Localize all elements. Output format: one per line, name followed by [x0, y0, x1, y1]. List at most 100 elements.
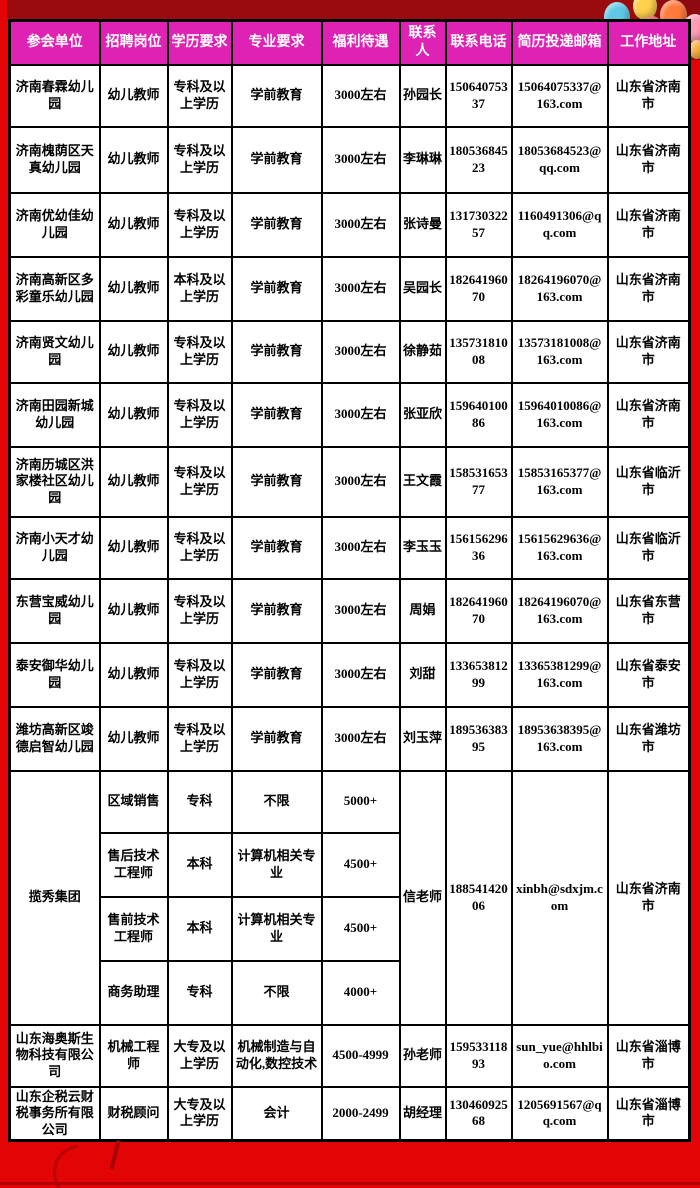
col-header-salary: 福利待遇: [320, 19, 401, 66]
cell-degree: 本科: [166, 831, 233, 898]
cell-salary: 3000左右: [320, 319, 401, 384]
cell-degree: 专科及以上学历: [166, 381, 233, 448]
table-row: 山东海奥斯生物科技有限公司 机械工程师 大专及以上学历 机械制造与自动化,数控技…: [8, 1023, 691, 1088]
col-header-address: 工作地址: [606, 19, 691, 66]
cell-degree: 专科及以上学历: [166, 191, 233, 258]
table-row-group: 揽秀集团 区域销售 专科 不限 5000+ 信老师 18854142006 xi…: [8, 769, 691, 1026]
cell-phone: 18854142006: [444, 769, 513, 1026]
cell-major: 学前教育: [230, 255, 323, 322]
col-header-unit: 参会单位: [8, 19, 101, 66]
cell-contact: 信老师: [398, 769, 447, 1026]
cell-degree: 专科: [166, 769, 233, 834]
cell-address: 山东省东营市: [606, 577, 691, 644]
cell-major: 学前教育: [230, 515, 323, 580]
cell-email: 15964010086@163.com: [510, 381, 609, 448]
cell-salary: 3000左右: [320, 63, 401, 128]
cell-contact: 吴园长: [398, 255, 447, 322]
cell-salary: 3000左右: [320, 641, 401, 708]
table-row: 东营宝威幼儿园 幼儿教师 专科及以上学历 学前教育 3000左右 周娟 1826…: [8, 577, 691, 644]
col-header-position: 招聘岗位: [98, 19, 169, 66]
cell-position: 商务助理: [98, 959, 169, 1026]
cell-salary: 3000左右: [320, 705, 401, 772]
cell-major: 学前教育: [230, 63, 323, 128]
cell-salary: 3000左右: [320, 381, 401, 448]
cell-salary: 2000-2499: [320, 1085, 401, 1142]
table-row: 山东企税云财税事务所有限公司 财税顾问 大专及以上学历 会计 2000-2499…: [8, 1085, 691, 1142]
cell-contact: 张诗曼: [398, 191, 447, 258]
cell-position: 幼儿教师: [98, 381, 169, 448]
cell-major: 学前教育: [230, 125, 323, 194]
cell-position: 幼儿教师: [98, 641, 169, 708]
table-row: 济南优幼佳幼儿园 幼儿教师 专科及以上学历 学前教育 3000左右 张诗曼 13…: [8, 191, 691, 258]
cell-unit: 济南田园新城幼儿园: [8, 381, 101, 448]
cell-salary: 5000+: [320, 769, 401, 834]
cell-contact: 王文霞: [398, 445, 447, 518]
cell-major: 学前教育: [230, 381, 323, 448]
cell-contact: 周娟: [398, 577, 447, 644]
cell-degree: 专科及以上学历: [166, 445, 233, 518]
cell-degree: 专科及以上学历: [166, 125, 233, 194]
cell-degree: 专科及以上学历: [166, 63, 233, 128]
cell-email: 15615629636@163.com: [510, 515, 609, 580]
cell-salary: 3000左右: [320, 577, 401, 644]
cell-email: 15064075337@163.com: [510, 63, 609, 128]
cell-degree: 专科及以上学历: [166, 705, 233, 772]
cell-degree: 专科及以上学历: [166, 319, 233, 384]
cell-email: 15853165377@163.com: [510, 445, 609, 518]
cell-major: 不限: [230, 959, 323, 1026]
cell-position: 幼儿教师: [98, 125, 169, 194]
cell-address: 山东省济南市: [606, 125, 691, 194]
cell-major: 学前教育: [230, 577, 323, 644]
cell-salary: 4500+: [320, 831, 401, 898]
cell-contact: 刘玉萍: [398, 705, 447, 772]
cell-email: sun_yue@hhlbio.com: [510, 1023, 609, 1088]
table-row: 济南高新区多彩童乐幼儿园 幼儿教师 本科及以上学历 学前教育 3000左右 吴园…: [8, 255, 691, 322]
cell-major: 计算机相关专业: [230, 895, 323, 962]
cell-contact: 胡经理: [398, 1085, 447, 1142]
cell-position: 幼儿教师: [98, 63, 169, 128]
col-header-phone: 联系电话: [444, 19, 513, 66]
cell-position: 幼儿教师: [98, 319, 169, 384]
cell-salary: 3000左右: [320, 191, 401, 258]
cell-address: 山东省淄博市: [606, 1085, 691, 1142]
cell-address: 山东省临沂市: [606, 445, 691, 518]
cell-major: 不限: [230, 769, 323, 834]
cell-phone: 15615629636: [444, 515, 513, 580]
cell-phone: 13173032257: [444, 191, 513, 258]
cell-contact: 张亚欣: [398, 381, 447, 448]
cell-salary: 3000左右: [320, 255, 401, 322]
cell-unit: 济南小天才幼儿园: [8, 515, 101, 580]
cell-contact: 孙老师: [398, 1023, 447, 1088]
cell-email: 18953638395@163.com: [510, 705, 609, 772]
cell-salary: 3000左右: [320, 125, 401, 194]
cell-address: 山东省济南市: [606, 381, 691, 448]
cell-major: 机械制造与自动化,数控技术: [230, 1023, 323, 1088]
balloon-icon: [633, 0, 657, 20]
cell-salary: 4500-4999: [320, 1023, 401, 1088]
bottom-divider-line: [0, 1182, 700, 1185]
cell-email: 1160491306@qq.com: [510, 191, 609, 258]
cell-email: 18264196070@163.com: [510, 255, 609, 322]
table-row: 济南槐荫区天真幼儿园 幼儿教师 专科及以上学历 学前教育 3000左右 李琳琳 …: [8, 125, 691, 194]
cell-degree: 专科及以上学历: [166, 515, 233, 580]
cell-email: 13365381299@163.com: [510, 641, 609, 708]
cell-major: 学前教育: [230, 191, 323, 258]
cell-degree: 专科及以上学历: [166, 641, 233, 708]
cell-salary: 3000左右: [320, 515, 401, 580]
cell-unit: 济南历城区洪家楼社区幼儿园: [8, 445, 101, 518]
cell-salary: 3000左右: [320, 445, 401, 518]
cell-address: 山东省泰安市: [606, 641, 691, 708]
cell-email: 1205691567@qq.com: [510, 1085, 609, 1142]
cell-phone: 18053684523: [444, 125, 513, 194]
cell-degree: 大专及以上学历: [166, 1023, 233, 1088]
cell-address: 山东省潍坊市: [606, 705, 691, 772]
cell-major: 学前教育: [230, 705, 323, 772]
table-row: 济南历城区洪家楼社区幼儿园 幼儿教师 专科及以上学历 学前教育 3000左右 王…: [8, 445, 691, 518]
cell-position: 幼儿教师: [98, 255, 169, 322]
cell-email: xinbh@sdxjm.com: [510, 769, 609, 1026]
cell-degree: 专科: [166, 959, 233, 1026]
cell-unit: 济南春霖幼儿园: [8, 63, 101, 128]
cell-unit: 山东企税云财税事务所有限公司: [8, 1085, 101, 1142]
cell-contact: 李琳琳: [398, 125, 447, 194]
cell-email: 18264196070@163.com: [510, 577, 609, 644]
